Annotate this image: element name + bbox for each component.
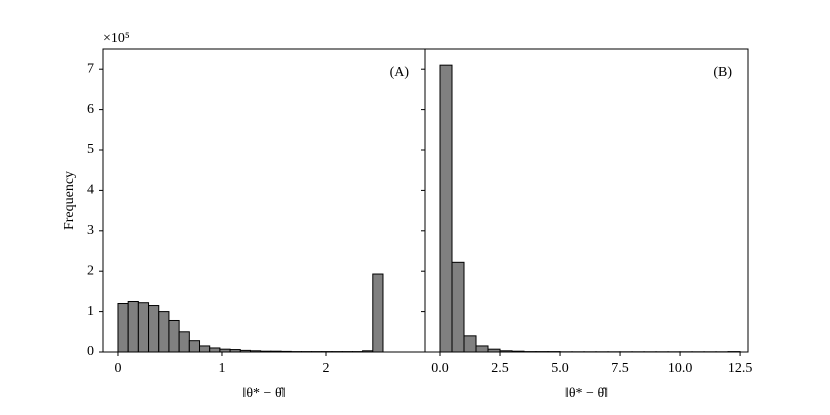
- x-tick-label: 1: [218, 361, 225, 376]
- histogram-bar: [439, 64, 453, 353]
- x-tick-label: 12.5: [728, 361, 753, 376]
- histogram-bar: [148, 305, 160, 353]
- y-axis-label: Frequency: [62, 171, 77, 230]
- histogram-bar: [158, 311, 170, 353]
- y-tick-label: 2: [87, 263, 94, 278]
- panel-label: (A): [390, 65, 410, 80]
- histogram-bar: [475, 345, 489, 353]
- y-tick-label: 4: [87, 183, 94, 198]
- x-tick-label: 2.5: [491, 361, 509, 376]
- x-tick-label: 0: [114, 361, 121, 376]
- histogram-bar: [188, 340, 201, 353]
- y-tick-label: 7: [87, 61, 94, 76]
- histogram-bar: [127, 301, 139, 353]
- y-tick-label: 0: [87, 344, 94, 359]
- x-tick-label: 10.0: [668, 361, 693, 376]
- histogram-bar: [209, 347, 221, 353]
- histogram-bar: [451, 261, 465, 353]
- x-tick-label: 5.0: [551, 361, 569, 376]
- y-tick-label: 6: [87, 102, 94, 117]
- y-offset-label: ×10⁵: [103, 31, 130, 46]
- x-axis-label: ‖θ* − θ̂‖: [242, 386, 285, 401]
- histogram-bar: [117, 303, 129, 353]
- y-tick-label: 5: [87, 142, 94, 157]
- x-tick-label: 7.5: [611, 361, 629, 376]
- histogram-bar: [168, 319, 180, 353]
- x-tick-label: 2: [322, 361, 329, 376]
- y-tick-label: 3: [87, 223, 94, 238]
- histogram-bar: [178, 331, 190, 353]
- x-tick-label: 0.0: [431, 361, 449, 376]
- histogram-bar: [372, 273, 384, 353]
- histogram-bar: [137, 302, 150, 353]
- panel-label: (B): [713, 65, 732, 80]
- histogram-bar: [199, 345, 211, 353]
- histogram-bar: [463, 335, 477, 353]
- axes-frame: [424, 48, 749, 353]
- y-tick-label: 1: [87, 304, 94, 319]
- x-axis-label: ‖θ* − θ̂‖: [565, 386, 608, 401]
